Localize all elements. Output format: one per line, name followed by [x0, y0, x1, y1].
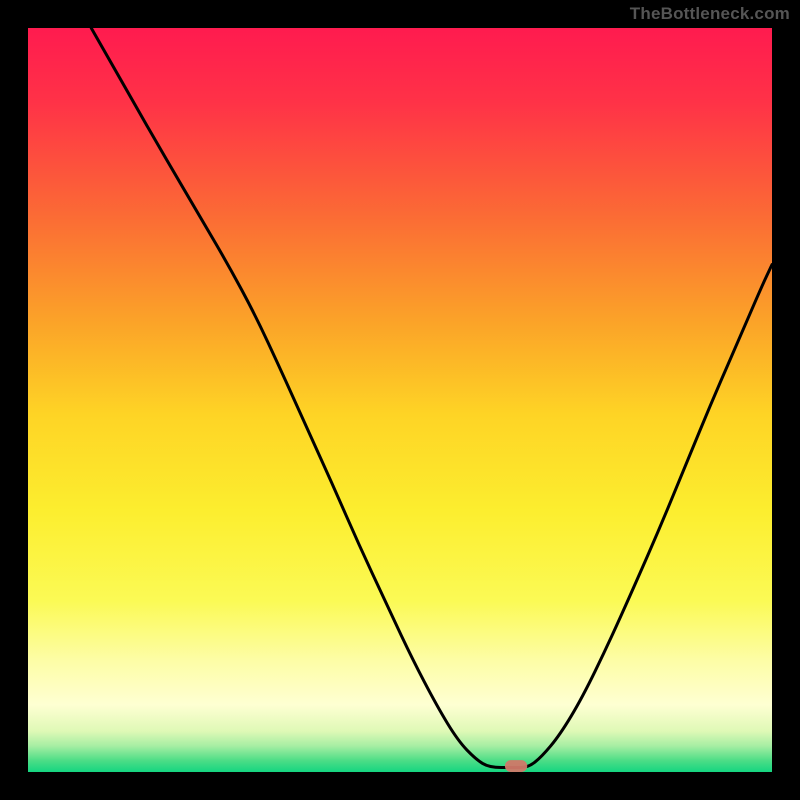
plot-area	[28, 28, 772, 772]
sweet-spot-marker	[505, 760, 527, 772]
chart-svg	[28, 28, 772, 772]
chart-background	[28, 28, 772, 772]
attribution-label: TheBottleneck.com	[630, 4, 790, 24]
chart-frame: TheBottleneck.com	[0, 0, 800, 800]
